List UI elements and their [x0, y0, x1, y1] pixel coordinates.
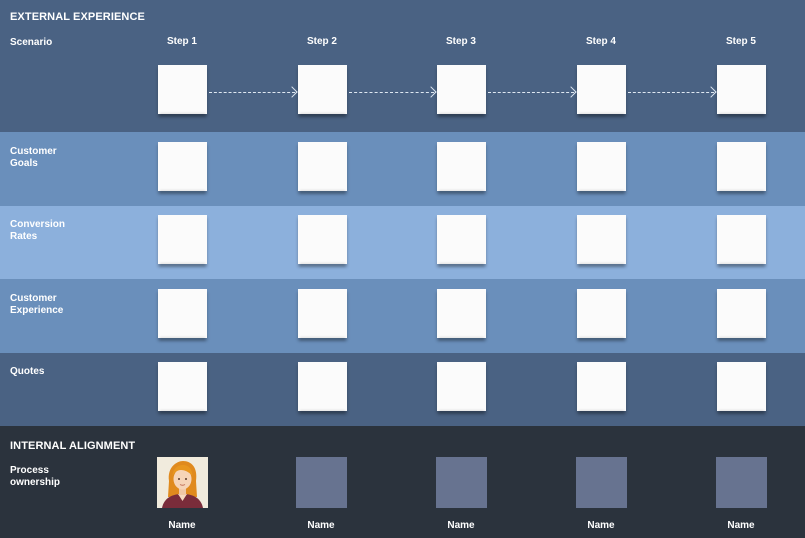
step-header-4: Step 4: [585, 36, 616, 47]
owner-avatar-placeholder-5[interactable]: [716, 457, 767, 508]
conversion-rates-band: [0, 206, 805, 279]
internal-alignment-band: [0, 426, 805, 538]
row-label-scenario: Scenario: [10, 37, 53, 48]
dashed-arrow-icon: [628, 86, 717, 98]
quotes-note-5[interactable]: [717, 362, 766, 411]
row-label-conversion-rates: Conversion Rates: [10, 219, 66, 242]
customer-experience-band: [0, 279, 805, 353]
customer-goals-note-1[interactable]: [158, 142, 207, 191]
step-header-2: Step 2: [306, 36, 337, 47]
conversion-rates-note-5[interactable]: [717, 215, 766, 264]
scenario-note-5[interactable]: [717, 65, 766, 114]
owner-name-3: Name: [447, 520, 475, 531]
row-label-quotes: Quotes: [10, 366, 45, 377]
quotes-band: [0, 353, 805, 426]
customer-experience-note-1[interactable]: [158, 289, 207, 338]
owner-name-4: Name: [587, 520, 615, 531]
owner-avatar-placeholder-2[interactable]: [296, 457, 347, 508]
scenario-note-1[interactable]: [158, 65, 207, 114]
owner-avatar-placeholder-4[interactable]: [576, 457, 627, 508]
customer-experience-note-4[interactable]: [577, 289, 626, 338]
conversion-rates-note-4[interactable]: [577, 215, 626, 264]
customer-experience-note-5[interactable]: [717, 289, 766, 338]
dashed-arrow-icon: [349, 86, 437, 98]
step-header-5: Step 5: [725, 36, 756, 47]
quotes-note-4[interactable]: [577, 362, 626, 411]
owner-name-1: Name: [168, 520, 196, 531]
customer-goals-note-4[interactable]: [577, 142, 626, 191]
customer-goals-note-5[interactable]: [717, 142, 766, 191]
scenario-note-4[interactable]: [577, 65, 626, 114]
conversion-rates-note-1[interactable]: [158, 215, 207, 264]
conversion-rates-note-3[interactable]: [437, 215, 486, 264]
customer-experience-note-3[interactable]: [437, 289, 486, 338]
owner-name-5: Name: [727, 520, 755, 531]
conversion-rates-note-2[interactable]: [298, 215, 347, 264]
step-header-3: Step 3: [445, 36, 476, 47]
dashed-arrow-icon: [488, 86, 577, 98]
scenario-note-3[interactable]: [437, 65, 486, 114]
customer-goals-note-3[interactable]: [437, 142, 486, 191]
customer-goals-note-2[interactable]: [298, 142, 347, 191]
quotes-note-3[interactable]: [437, 362, 486, 411]
customer-experience-note-2[interactable]: [298, 289, 347, 338]
owner-avatar-1[interactable]: [157, 457, 208, 508]
person-avatar-icon: [157, 457, 208, 508]
quotes-note-2[interactable]: [298, 362, 347, 411]
row-label-process-ownership: Process ownership: [10, 465, 61, 488]
owner-name-2: Name: [307, 520, 335, 531]
customer-goals-band: [0, 132, 805, 206]
external-experience-title: EXTERNAL EXPERIENCE: [10, 11, 145, 23]
scenario-note-2[interactable]: [298, 65, 347, 114]
internal-alignment-title: INTERNAL ALIGNMENT: [10, 440, 136, 452]
scenario-band: [0, 0, 805, 132]
owner-avatar-placeholder-3[interactable]: [436, 457, 487, 508]
dashed-arrow-icon: [209, 86, 298, 98]
row-label-customer-experience: Customer Experience: [10, 293, 64, 316]
quotes-note-1[interactable]: [158, 362, 207, 411]
row-label-customer-goals: Customer Goals: [10, 146, 57, 169]
step-header-1: Step 1: [166, 36, 197, 47]
